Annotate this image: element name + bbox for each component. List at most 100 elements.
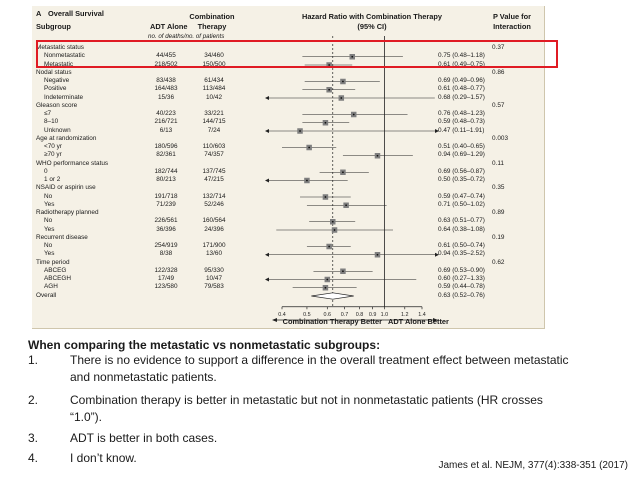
p-value-header-line1: P Value for xyxy=(492,12,532,21)
combo-count: 24/396 xyxy=(204,225,224,233)
interaction-p-value: 0.19 xyxy=(492,233,505,241)
subgroup-group-label: WHO performance status xyxy=(36,159,109,167)
hazard-ratio-point xyxy=(342,171,344,174)
option-text: Combination therapy is better in metasta… xyxy=(70,393,543,424)
adt-count: 80/213 xyxy=(156,176,176,183)
subgroup-item-label: Positive xyxy=(44,85,67,93)
subgroup-group-label: Gleason score xyxy=(36,101,78,109)
x-axis-tick-label: 0.8 xyxy=(356,312,364,318)
subgroup-group-label: Age at randomization xyxy=(36,134,97,142)
subgroup-item-label: Yes xyxy=(44,225,55,233)
combo-count: 113/484 xyxy=(202,85,226,93)
combo-count: 171/900 xyxy=(202,242,226,249)
hazard-ratio-point xyxy=(328,88,331,91)
interaction-p-value: 0.89 xyxy=(492,209,505,216)
adt-count: 122/328 xyxy=(154,266,178,274)
hazard-ratio-ci: 0.61 (0.50–0.74) xyxy=(438,242,485,249)
hazard-ratio-point xyxy=(328,64,331,66)
combo-count: 74/357 xyxy=(204,151,224,159)
adt-count: 44/455 xyxy=(156,52,176,60)
subgroup-item-label: No xyxy=(44,192,53,200)
adt-count: 191/718 xyxy=(154,192,178,200)
ci-arrow-right xyxy=(435,129,439,133)
hazard-ratio-ci: 0.94 (0.35–2.52) xyxy=(438,250,485,258)
combo-count: 95/330 xyxy=(204,266,224,274)
hazard-ratio-ci: 0.59 (0.48–0.73) xyxy=(438,118,485,126)
interaction-p-value: 0.57 xyxy=(492,101,505,109)
panel-title: Overall Survival xyxy=(48,9,104,18)
overall-label: Overall xyxy=(36,291,57,299)
ci-arrow-left xyxy=(265,252,269,257)
hazard-ratio-ci: 0.51 (0.40–0.65) xyxy=(438,143,485,150)
option-number: 4. xyxy=(28,451,39,465)
subgroup-item-label: Metastatic xyxy=(44,60,74,68)
adt-count: 123/580 xyxy=(154,283,178,291)
hazard-ratio-point xyxy=(340,97,343,99)
hazard-ratio-ci: 0.50 (0.35–0.72) xyxy=(438,176,485,183)
subgroup-group-label: Metastatic status xyxy=(36,44,84,51)
combo-count: 7/24 xyxy=(207,126,221,134)
x-axis-tick-label: 1.4 xyxy=(418,312,426,318)
adt-count: 182/744 xyxy=(154,167,178,175)
combo-count: 132/714 xyxy=(202,192,226,200)
hazard-ratio-point xyxy=(306,179,308,182)
hazard-ratio-point xyxy=(345,204,348,207)
option-number: 3. xyxy=(28,431,39,445)
combo-count: 34/460 xyxy=(204,52,224,60)
subgroup-item-label: 8–10 xyxy=(44,118,59,126)
option-text: I don’t know. xyxy=(70,451,137,465)
interaction-p-value: 0.86 xyxy=(492,68,505,76)
subgroup-group-label: Time period xyxy=(36,258,70,266)
hazard-ratio-ci: 0.64 (0.38–1.08) xyxy=(438,225,485,233)
adt-count: 226/561 xyxy=(154,217,178,225)
subgroup-item-label: Yes xyxy=(44,250,55,258)
metastatic-highlight-box xyxy=(36,40,558,68)
hazard-ratio-ci: 0.69 (0.56–0.87) xyxy=(438,167,485,175)
subgroup-item-label: No xyxy=(44,217,53,225)
hazard-ratio-point xyxy=(352,113,355,116)
combo-count: 61/434 xyxy=(204,77,224,84)
hazard-ratio-point xyxy=(376,154,379,157)
adt-count: 17/49 xyxy=(158,275,174,282)
adt-count: 218/502 xyxy=(154,60,178,68)
panel-letter: A xyxy=(36,9,42,18)
ci-arrow-right xyxy=(435,252,439,257)
subgroup-header: Subgroup xyxy=(36,22,71,31)
hazard-ratio-point xyxy=(324,196,327,198)
ci-arrow-left xyxy=(265,178,269,183)
x-axis-tick-label: 0.4 xyxy=(278,312,286,318)
combo-count: 137/745 xyxy=(202,167,226,175)
combo-column-header-line2: Therapy xyxy=(197,22,227,31)
adt-count: 82/361 xyxy=(156,151,176,159)
hazard-ratio-ci: 0.60 (0.27–1.33) xyxy=(438,275,485,282)
hazard-ratio-point xyxy=(299,130,301,132)
subgroup-item-label: Nonmetastatic xyxy=(44,52,85,60)
combo-count: 110/603 xyxy=(202,143,226,150)
hr-header-line1: Hazard Ratio with Combination Therapy xyxy=(301,12,443,21)
combination-better-arrowhead xyxy=(272,318,277,322)
adt-column-header: ADT Alone xyxy=(150,22,188,31)
overall-diamond xyxy=(311,292,354,300)
hazard-ratio-point xyxy=(342,270,344,273)
subgroup-item-label: AGH xyxy=(44,283,58,291)
subgroup-item-label: ≤7 xyxy=(44,110,52,117)
hazard-ratio-point xyxy=(342,80,344,83)
combo-count: 79/583 xyxy=(204,283,224,291)
hazard-ratio-point xyxy=(324,286,327,289)
ci-arrow-left xyxy=(265,277,269,282)
x-axis-tick-label: 0.9 xyxy=(369,312,377,318)
adt-count: 36/396 xyxy=(156,225,176,233)
subgroup-item-label: ABCEGH xyxy=(44,275,71,282)
hazard-ratio-point xyxy=(376,253,379,256)
x-axis-tick-label: 0.7 xyxy=(341,312,349,318)
adt-count: 83/438 xyxy=(156,77,176,84)
adt-count: 40/223 xyxy=(156,110,176,117)
combo-count: 52/246 xyxy=(204,200,224,208)
combo-count: 10/42 xyxy=(206,93,222,101)
footer-combination-better: Combination Therapy Better xyxy=(282,317,382,326)
hazard-ratio-ci: 0.63 (0.51–0.77) xyxy=(438,217,485,225)
question-stem: When comparing the metastatic vs nonmeta… xyxy=(28,338,381,352)
combo-count: 47/215 xyxy=(204,176,224,183)
subgroup-group-label: Radiotherapy planned xyxy=(36,209,99,216)
adt-count: 164/483 xyxy=(154,85,178,93)
